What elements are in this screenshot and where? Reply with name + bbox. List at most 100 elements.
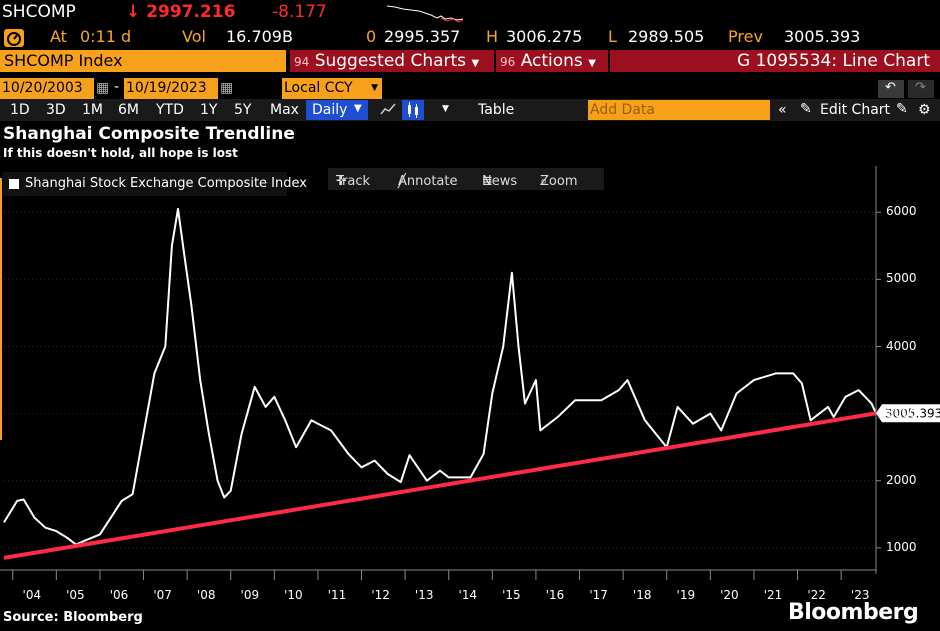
start-date-field[interactable]: 10/20/2003	[0, 78, 94, 99]
range-1y[interactable]: 1Y	[200, 102, 218, 118]
index-price-line	[3, 207, 877, 546]
range-max[interactable]: Max	[270, 102, 299, 118]
currency-select[interactable]: Local CCY ▼	[282, 78, 382, 99]
intraday-sparkline	[386, 5, 464, 23]
undo-button[interactable]: ↶	[878, 80, 904, 98]
date-separator: -	[114, 79, 120, 95]
security-field[interactable]: SHCOMP Index	[0, 50, 286, 72]
redo-button[interactable]: ↷	[908, 80, 934, 98]
high-label: H	[486, 27, 499, 46]
low-value: 2989.505	[628, 27, 705, 46]
zoom-label: Zoom	[540, 174, 578, 189]
chart-id: G 1095534: Line Chart	[610, 50, 940, 72]
x-tick-label: '05	[66, 588, 85, 602]
x-tick-label: '21	[763, 588, 783, 602]
y-tick-label: 1000	[886, 539, 917, 554]
actions-number: 96	[500, 55, 516, 69]
chart-legend: Shanghai Stock Exchange Composite Index	[3, 172, 307, 196]
dropdown-arrow-icon: ▼	[471, 58, 480, 69]
frequency-value: Daily	[312, 102, 348, 118]
x-tick-label: '08	[196, 588, 216, 602]
prev-label: Prev	[728, 27, 763, 46]
magnifier-icon: ⌕	[540, 174, 548, 189]
frequency-select[interactable]: Daily ▼	[306, 100, 368, 120]
calendar-icon[interactable]: ▦	[220, 80, 234, 96]
clock-icon	[4, 29, 24, 51]
net-change: -8.177	[272, 2, 327, 22]
suggested-number: 94	[294, 55, 310, 69]
news-label: News	[482, 174, 518, 189]
quote-line: SHCOMP ↓ 2997.216 -8.177	[0, 0, 940, 26]
prev-value: 3005.393	[784, 27, 861, 46]
x-tick-label: '14	[458, 588, 478, 602]
x-tick-label: '11	[327, 588, 347, 602]
edit-icon[interactable]: ✎	[896, 101, 908, 117]
low-label: L	[608, 27, 617, 46]
suggested-label: Suggested Charts	[314, 51, 467, 71]
x-tick-label: '04	[22, 588, 42, 602]
range-6m[interactable]: 6M	[118, 102, 139, 118]
suggested-charts-menu[interactable]: 94 Suggested Charts ▼	[290, 50, 494, 72]
last-value-label: 3005.393	[885, 406, 940, 420]
range-ytd[interactable]: YTD	[156, 102, 184, 118]
table-button[interactable]: Table	[478, 102, 515, 118]
chart-toolbar: ✛ Track ╱ Annotate ≣ News ⌕ Zoom	[328, 168, 604, 190]
dropdown-arrow-icon: ▼	[371, 83, 378, 93]
vol-value: 16.709B	[226, 27, 293, 46]
undo-icon: ↶	[885, 80, 896, 95]
ticker-symbol[interactable]: SHCOMP	[2, 2, 76, 22]
y-tick-label: 6000	[886, 204, 917, 219]
x-tick-label: '13	[414, 588, 434, 602]
range-3d[interactable]: 3D	[46, 102, 66, 118]
actions-label: Actions	[520, 51, 583, 71]
trendline	[3, 411, 877, 560]
y-tick-label: 4000	[886, 338, 917, 353]
y-tick-label: 2000	[886, 472, 917, 487]
crosshair-icon: ✛	[336, 174, 347, 189]
left-edge-marker	[0, 178, 2, 440]
chart-title: Shanghai Composite Trendline	[3, 124, 295, 144]
chart-plot[interactable]: 3005.393	[0, 160, 940, 600]
command-bar: SHCOMP Index 94 Suggested Charts ▼ 96 Ac…	[0, 50, 940, 72]
range-5y[interactable]: 5Y	[234, 102, 252, 118]
add-data-input[interactable]: Add Data	[588, 100, 770, 120]
line-chart-icon[interactable]	[380, 102, 396, 120]
track-label: Track	[336, 174, 371, 189]
open-label: 0	[366, 27, 377, 46]
y-tick-label: 3000	[886, 405, 917, 420]
end-date-field[interactable]: 10/19/2023	[124, 78, 218, 99]
x-tick-label: '09	[240, 588, 260, 602]
range-1m[interactable]: 1M	[82, 102, 103, 118]
legend-label: Shanghai Stock Exchange Composite Index	[25, 176, 307, 191]
chart-subtitle: If this doesn't hold, all hope is lost	[3, 146, 238, 160]
pencil-icon: ╱	[398, 174, 406, 189]
date-bar: 10/20/2003 ▦ - 10/19/2023 ▦ Local CCY ▼	[0, 78, 940, 99]
range-1d[interactable]: 1D	[10, 102, 30, 118]
source-note: Source: Bloomberg	[3, 610, 143, 625]
at-label: At	[50, 27, 67, 46]
x-tick-label: '19	[676, 588, 696, 602]
stats-line: At 0:11 d Vol 16.709B 0 2995.357 H 3006.…	[0, 26, 940, 48]
candlestick-icon[interactable]	[402, 100, 424, 120]
x-tick-label: '23	[850, 588, 870, 602]
actions-menu[interactable]: 96 Actions ▼	[496, 50, 608, 72]
x-tick-label: '15	[502, 588, 521, 602]
collapse-icon[interactable]: «	[778, 102, 787, 118]
range-bar: 1D 3D 1M 6M YTD 1Y 5Y Max Daily ▼ ▼ Tabl…	[0, 99, 940, 121]
legend-swatch	[9, 179, 19, 189]
x-tick-label: '18	[632, 588, 652, 602]
calendar-icon[interactable]: ▦	[96, 80, 110, 96]
vol-label: Vol	[182, 27, 206, 46]
dropdown-arrow-icon: ▼	[588, 58, 596, 69]
pencil-icon: ✎	[800, 101, 812, 117]
high-value: 3006.275	[506, 27, 583, 46]
redo-icon: ↷	[915, 80, 926, 95]
dropdown-arrow-icon[interactable]: ▼	[442, 104, 449, 114]
x-tick-label: '10	[284, 588, 303, 602]
edit-chart-button[interactable]: Edit Chart	[820, 102, 891, 118]
settings-gear-icon[interactable]: ⚙	[918, 102, 931, 118]
x-tick-label: '20	[720, 588, 739, 602]
x-tick-label: '16	[545, 588, 565, 602]
at-value: 0:11 d	[80, 27, 132, 46]
bloomberg-logo: Bloomberg	[788, 600, 919, 625]
